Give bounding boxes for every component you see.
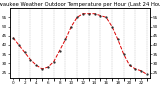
Title: Milwaukee Weather Outdoor Temperature per Hour (Last 24 Hours): Milwaukee Weather Outdoor Temperature pe… [0, 2, 160, 7]
